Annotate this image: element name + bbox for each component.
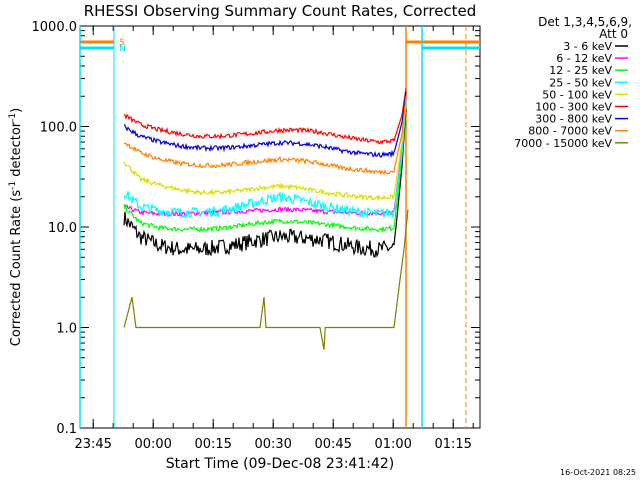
series-line — [123, 108, 407, 258]
y-tick-label: 1000.0 — [32, 20, 78, 35]
plot-area: 0.1 1.0 10.0 100.0 1000.0 23:45 00:00 00:15 00:3… — [32, 20, 481, 452]
x-axis-label: Start Time (09-Dec-08 23:41:42) — [166, 456, 394, 472]
series-line — [123, 103, 407, 234]
y-axis-label-tail: ) — [9, 108, 24, 113]
legend-entry-label: 100 - 300 keV — [535, 101, 612, 114]
x-tick-label: 00:30 — [254, 437, 291, 452]
legend-entry-label: 50 - 100 keV — [542, 88, 612, 101]
series-line — [123, 92, 407, 159]
y-tick-label: 10.0 — [48, 221, 77, 236]
series-line — [123, 98, 407, 202]
x-tick-label: 00:00 — [134, 437, 171, 452]
legend-entry-label: 300 - 800 keV — [535, 113, 612, 126]
y-axis-label-mid: detector — [9, 121, 24, 181]
timestamp: 16-Oct-2021 08:25 — [560, 468, 636, 477]
x-tick-label: 23:45 — [74, 437, 111, 452]
series-line — [123, 209, 409, 350]
y-axis-label-sup: -1 — [8, 181, 18, 190]
legend-entry-label: 3 - 6 keV — [563, 40, 612, 53]
plot-frame — [79, 25, 481, 429]
x-tick-label: 01:00 — [374, 437, 411, 452]
legend-header-attenuator: Att 0 — [599, 27, 628, 41]
y-tick-label: 1.0 — [56, 322, 77, 337]
x-tick-label: 01:15 — [434, 437, 471, 452]
x-tick-label: 00:15 — [194, 437, 231, 452]
marker-label: N — [119, 44, 126, 54]
y-tick-label: 0.1 — [56, 422, 77, 437]
y-axis-label-main: Corrected Count Rate (s — [9, 190, 24, 347]
legend-entry-label: 800 - 7000 keV — [528, 125, 612, 138]
legend-header-detectors: Det 1,3,4,5,6,9, — [538, 15, 632, 29]
legend-entry-label: 25 - 50 keV — [549, 76, 612, 89]
y-tick-label: 100.0 — [40, 121, 77, 136]
y-axis-label: Corrected Count Rate (s-1 detector-1) — [8, 108, 24, 346]
legend-entry-label: 12 - 25 keV — [549, 64, 612, 77]
chart-title: RHESSI Observing Summary Count Rates, Co… — [84, 2, 477, 20]
marker-s: S — [80, 26, 480, 428]
series-line — [123, 102, 407, 219]
marker-label: S — [119, 38, 125, 48]
series-line — [123, 96, 407, 176]
marker-n: N — [80, 26, 480, 428]
series-line — [123, 88, 407, 146]
x-tick-label: 00:45 — [314, 437, 351, 452]
legend-entry-label: 6 - 12 keV — [556, 52, 612, 65]
y-axis-label-sup2: -1 — [8, 113, 18, 122]
legend-entry-label: 7000 - 15000 keV — [514, 137, 612, 150]
